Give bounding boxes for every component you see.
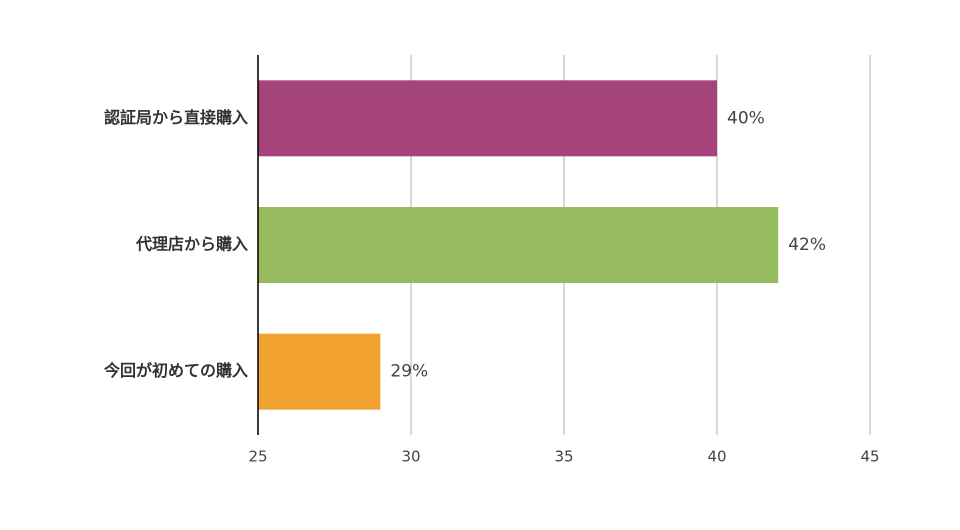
- x-tick-label: 25: [248, 448, 267, 466]
- bar: [258, 207, 779, 283]
- value-label: 40%: [727, 108, 765, 128]
- bar: [258, 333, 381, 410]
- x-tick-label: 35: [554, 448, 573, 466]
- y-tick-label: 今回が初めての購入: [103, 361, 248, 380]
- value-label: 29%: [390, 362, 428, 382]
- x-tick-label: 30: [401, 448, 420, 466]
- value-label: 42%: [788, 235, 826, 255]
- bar: [258, 80, 717, 157]
- x-tick-label: 40: [707, 448, 726, 466]
- x-tick-label: 45: [860, 448, 879, 466]
- y-tick-label: 代理店から購入: [135, 235, 248, 254]
- y-tick-label: 認証局から直接購入: [104, 108, 248, 127]
